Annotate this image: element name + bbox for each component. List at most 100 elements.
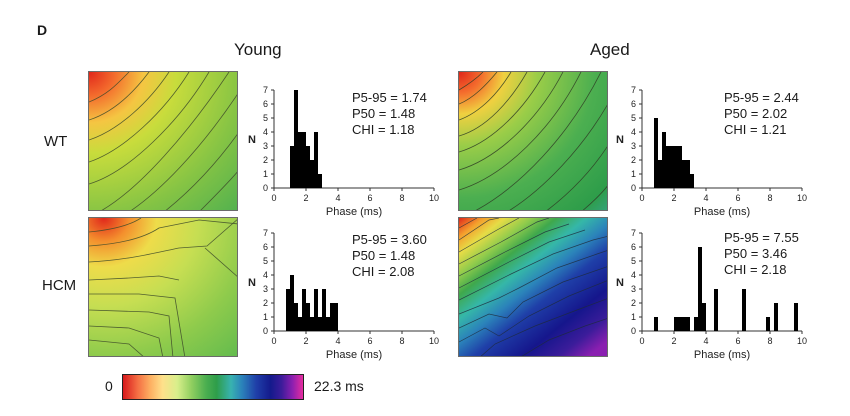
stat-p5-95: P5-95 = 3.60 xyxy=(352,232,427,247)
activation-map-aged-wt xyxy=(458,71,608,211)
histogram-bar xyxy=(294,303,298,331)
y-tick-label: 5 xyxy=(263,113,268,123)
x-tick-label: 2 xyxy=(303,336,308,346)
histogram-bar xyxy=(658,160,662,188)
x-tick-label: 8 xyxy=(767,193,772,203)
y-tick-label: 7 xyxy=(631,228,636,238)
histogram-bar xyxy=(678,317,682,331)
x-tick-label: 4 xyxy=(335,193,340,203)
y-tick-label: 2 xyxy=(631,155,636,165)
histogram-young-wt: 0 1 2 3 4 5 6 7 0 2 4 6 8 10 Phase (ms) N xyxy=(248,85,439,218)
x-axis-label: Phase (ms) xyxy=(326,349,382,361)
histogram-bar xyxy=(298,317,302,331)
stat-p5-95: P5-95 = 7.55 xyxy=(724,230,799,245)
stat-p5-95: P5-95 = 2.44 xyxy=(724,90,799,105)
histogram-bar xyxy=(702,303,706,331)
colorbar-max-label: 22.3 ms xyxy=(314,378,364,394)
histogram-bar xyxy=(686,160,690,188)
stat-chi: CHI = 2.18 xyxy=(724,262,787,277)
y-axis-label: N xyxy=(616,277,624,289)
y-tick-label: 7 xyxy=(631,85,636,95)
histogram-bar xyxy=(670,146,674,188)
histogram-bar xyxy=(334,303,338,331)
column-title-young: Young xyxy=(234,40,282,59)
histogram-bar xyxy=(698,247,702,331)
y-tick-label: 7 xyxy=(263,85,268,95)
histogram-bar xyxy=(794,303,798,331)
histogram-bar xyxy=(674,317,678,331)
histogram-bar xyxy=(310,160,314,188)
histogram-bar xyxy=(302,132,306,188)
activation-map-young-wt xyxy=(88,71,238,211)
x-tick-label: 10 xyxy=(429,193,439,203)
histogram-bar xyxy=(294,90,298,188)
histogram-bar xyxy=(662,132,666,188)
x-tick-label: 4 xyxy=(703,336,708,346)
stat-p50: P50 = 1.48 xyxy=(352,106,416,121)
histogram-aged-hcm: 0 1 2 3 4 5 6 7 0 2 4 6 8 10 Phase (ms) N xyxy=(616,228,807,361)
x-tick-label: 8 xyxy=(399,336,404,346)
y-tick-label: 1 xyxy=(631,312,636,322)
activation-map-young-hcm xyxy=(88,217,238,357)
y-tick-label: 0 xyxy=(263,326,268,336)
stats-aged-wt: P5-95 = 2.44 P50 = 2.02 CHI = 1.21 xyxy=(724,90,799,138)
histogram-aged-wt: 0 1 2 3 4 5 6 7 0 2 4 6 8 10 Phase (ms) N xyxy=(616,85,807,218)
y-tick-label: 0 xyxy=(631,326,636,336)
histogram-bar xyxy=(322,289,326,331)
stats-young-hcm: P5-95 = 3.60 P50 = 1.48 CHI = 2.08 xyxy=(352,232,427,280)
y-tick-label: 6 xyxy=(263,242,268,252)
histogram-bar xyxy=(330,303,334,331)
histogram-bar xyxy=(678,146,682,188)
y-tick-label: 2 xyxy=(263,155,268,165)
y-axis-label: N xyxy=(616,134,624,146)
y-axis-label: N xyxy=(248,134,256,146)
histogram-bar xyxy=(298,132,302,188)
x-tick-label: 6 xyxy=(735,336,740,346)
y-tick-label: 3 xyxy=(631,141,636,151)
stats-aged-hcm: P5-95 = 7.55 P50 = 3.46 CHI = 2.18 xyxy=(724,230,799,278)
histogram-bar xyxy=(290,146,294,188)
histogram-bar xyxy=(310,317,314,331)
histogram-bar xyxy=(654,118,658,188)
x-axis-label: Phase (ms) xyxy=(694,349,750,361)
stats-young-wt: P5-95 = 1.74 P50 = 1.48 CHI = 1.18 xyxy=(352,90,427,138)
row-label-wt: WT xyxy=(44,133,68,150)
y-tick-label: 6 xyxy=(631,242,636,252)
stat-p50: P50 = 3.46 xyxy=(724,246,788,261)
x-tick-label: 0 xyxy=(639,336,644,346)
x-tick-label: 6 xyxy=(367,193,372,203)
histogram-bar xyxy=(774,303,778,331)
histogram-bar xyxy=(314,289,318,331)
y-tick-label: 0 xyxy=(263,183,268,193)
x-tick-label: 8 xyxy=(399,193,404,203)
histogram-bar xyxy=(742,289,746,331)
y-tick-label: 1 xyxy=(263,312,268,322)
y-tick-label: 6 xyxy=(263,99,268,109)
histogram-bar xyxy=(674,146,678,188)
y-tick-label: 4 xyxy=(263,270,268,280)
stat-p50: P50 = 1.48 xyxy=(352,248,416,263)
y-tick-label: 1 xyxy=(263,169,268,179)
x-tick-label: 2 xyxy=(671,336,676,346)
histogram-bar xyxy=(290,275,294,331)
y-tick-label: 6 xyxy=(631,99,636,109)
histogram-bar xyxy=(326,317,330,331)
x-tick-label: 6 xyxy=(367,336,372,346)
x-tick-label: 0 xyxy=(271,193,276,203)
histogram-bar xyxy=(766,317,770,331)
y-tick-label: 5 xyxy=(263,256,268,266)
histogram-bar xyxy=(690,174,694,188)
stat-chi: CHI = 1.18 xyxy=(352,122,415,137)
y-tick-label: 7 xyxy=(263,228,268,238)
x-tick-label: 4 xyxy=(703,193,708,203)
histogram-bar xyxy=(302,289,306,331)
histogram-young-hcm: 0 1 2 3 4 5 6 7 0 2 4 6 8 10 Phase (ms) N xyxy=(248,228,439,361)
x-tick-label: 0 xyxy=(271,336,276,346)
row-label-hcm: HCM xyxy=(42,277,77,294)
histogram-bar xyxy=(694,317,698,331)
x-tick-label: 4 xyxy=(335,336,340,346)
y-tick-label: 4 xyxy=(631,270,636,280)
x-tick-label: 10 xyxy=(797,336,807,346)
x-tick-label: 2 xyxy=(303,193,308,203)
histogram-bar xyxy=(286,289,290,331)
